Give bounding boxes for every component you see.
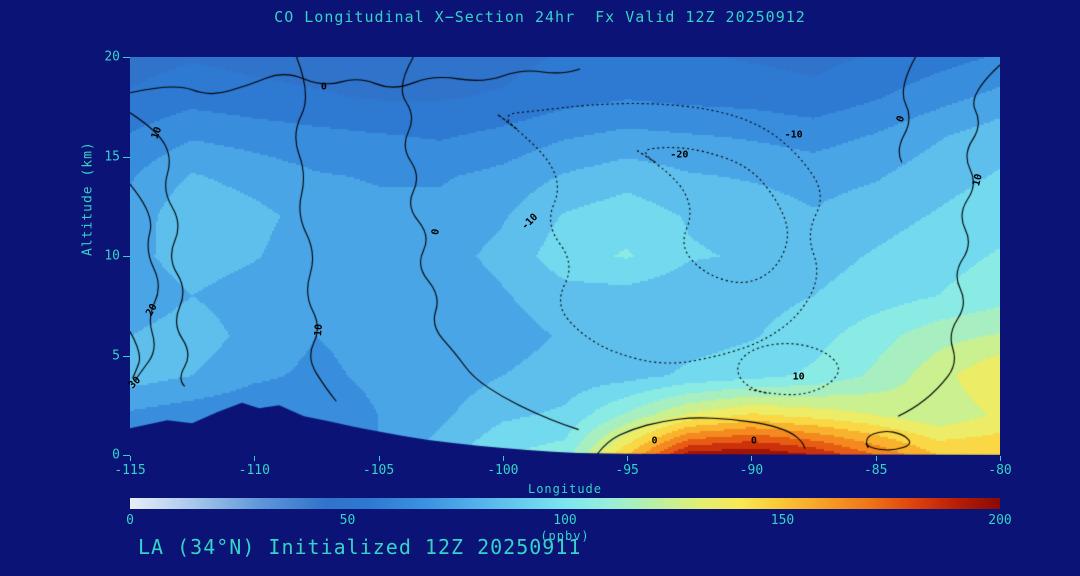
x-tick-mark	[751, 456, 753, 461]
x-tick-label: -85	[863, 463, 888, 478]
contour-label: -20	[670, 149, 689, 160]
colorbar-units-label: (ppbv)	[540, 529, 590, 543]
y-tick-mark	[123, 57, 130, 58]
colorbar-tick-label: 200	[988, 513, 1012, 528]
y-tick-label: 20	[104, 49, 120, 65]
y-tick-label: 0	[112, 447, 120, 463]
contour-label: 10	[792, 371, 805, 383]
chart-title: CO Longitudinal X−Section 24hr Fx Valid …	[274, 8, 806, 26]
x-tick-label: -110	[238, 463, 270, 478]
y-tick-mark	[123, 455, 130, 456]
colorbar-tick-label: 0	[126, 513, 134, 528]
x-axis-label: Longitude	[527, 482, 603, 496]
contour-label: 10	[312, 323, 325, 337]
colorbar-tick-label: 100	[553, 513, 577, 528]
x-tick-mark	[502, 456, 504, 461]
x-tick-mark	[875, 456, 877, 461]
contour-label: 0	[320, 81, 327, 93]
init-time-label: LA (34°N) Initialized 12Z 20250911	[138, 535, 582, 559]
contour-label: 0	[750, 435, 757, 447]
x-tick-label: -100	[487, 463, 519, 478]
colorbar-tick-label: 150	[770, 513, 795, 528]
co-field-canvas	[130, 57, 1000, 455]
x-tick-label: -90	[739, 463, 764, 478]
x-tick-label: -105	[362, 463, 395, 478]
colorbar	[130, 498, 1000, 509]
x-tick-mark	[254, 456, 256, 461]
x-tick-label: -80	[988, 463, 1012, 478]
x-tick-label: -115	[114, 463, 146, 478]
x-tick-mark	[130, 456, 131, 461]
colorbar-tick-label: 50	[339, 513, 356, 528]
contour-label: -10	[784, 129, 803, 141]
y-tick-label: 10	[104, 248, 120, 264]
x-tick-mark	[1000, 456, 1001, 461]
y-tick-mark	[123, 156, 130, 158]
x-tick-mark	[627, 456, 629, 461]
y-tick-mark	[123, 256, 130, 257]
x-tick-label: -95	[615, 463, 639, 478]
x-tick-mark	[378, 456, 380, 461]
y-tick-label: 15	[104, 149, 120, 164]
y-tick-label: 5	[112, 348, 120, 363]
contour-label: 0	[651, 435, 658, 447]
plot-area: 0 10 20 30 0 10 -10 -20 -10 10 0 0 0 10	[127, 57, 1000, 455]
y-tick-mark	[123, 355, 130, 357]
